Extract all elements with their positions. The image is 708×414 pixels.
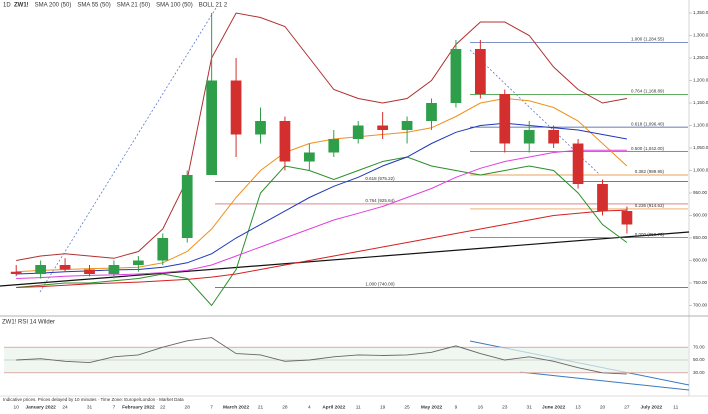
x-tick-label: April 2022 [322, 404, 345, 410]
x-tick-label: 31 [87, 404, 93, 410]
indicator-label: SMA 100 (50) [156, 3, 193, 9]
y-tick-label: 800.00 [693, 258, 707, 263]
fib-label: 0.000 (850.75) [635, 232, 665, 237]
candle-body [132, 260, 144, 265]
indicator-label: SMA 55 (50) [77, 3, 110, 9]
y-tick-label: 1,100.00 [693, 123, 708, 128]
x-tick-label: 11 [356, 404, 361, 410]
x-tick-label: 28 [282, 404, 288, 410]
candle-body [328, 139, 340, 153]
y-tick-label: 850.00 [693, 235, 707, 240]
sma-line [16, 209, 627, 288]
x-tick-label: 22 [160, 404, 166, 410]
y-tick-label: 1,000.00 [693, 168, 708, 173]
y-tick-label: 1,300.00 [693, 33, 708, 38]
fib-label: 0.764 (1,168.89) [631, 89, 665, 94]
candle-body [474, 49, 486, 94]
y-tick-label: 70.00 [693, 344, 705, 349]
candle-body [572, 143, 584, 184]
candle-body [450, 49, 462, 103]
x-tick-label: 10 [14, 404, 20, 410]
x-tick-label: 24 [62, 404, 68, 410]
interval: 1D [3, 3, 11, 9]
candle-body [401, 121, 413, 130]
fib-label: 0.618 (1,096.40) [631, 121, 665, 126]
rsi-line [16, 337, 627, 375]
candle-body [352, 125, 364, 139]
footer: Indicative prices. Prices delayed by 10 … [3, 397, 184, 402]
candle-body [303, 152, 315, 162]
y-tick-label: 1,150.00 [693, 100, 708, 105]
y-tick-label: 1,200.00 [693, 78, 708, 83]
x-tick-label: 13 [575, 404, 581, 410]
x-tick-label: 16 [478, 404, 484, 410]
x-tick-label: 27 [624, 404, 630, 410]
candle-body [597, 184, 608, 211]
rsi-trend-line [519, 371, 690, 391]
candle-body [548, 130, 560, 144]
x-tick-label: 7 [113, 404, 116, 410]
indicator-label: SMA 200 (50) [35, 3, 72, 9]
candle-body [59, 265, 71, 270]
x-tick-label: 23 [502, 404, 508, 410]
x-tick-label: January 2022 [25, 404, 56, 410]
candle-body [523, 130, 535, 144]
candle-body [10, 271, 22, 274]
x-tick-label: March 2022 [223, 404, 249, 410]
x-tick-label: 7 [210, 404, 213, 410]
indicator-label: SMA 21 (50) [117, 3, 150, 9]
candle-body [35, 265, 47, 274]
candle-body [377, 125, 389, 130]
rsi-title: ZW1! RSI 14 Wilder [2, 320, 55, 326]
x-tick-label: July 2022 [641, 404, 663, 410]
candle-body [108, 265, 120, 274]
candle-body [499, 94, 511, 144]
x-tick-label: May 2022 [421, 404, 443, 410]
fib-label: 0.236 (914.63) [635, 203, 665, 208]
bollinger-lower [16, 156, 628, 307]
y-tick-label: 1,350.00 [693, 10, 708, 15]
x-tick-label: February 2022 [122, 404, 155, 410]
candle-body [84, 269, 95, 274]
candle-body [621, 211, 633, 225]
candle-body [426, 103, 437, 121]
y-tick-label: 950.00 [693, 190, 707, 195]
x-tick-label: 11 [673, 404, 678, 410]
x-tick-label: 25 [404, 404, 410, 410]
indicator-label: BOLL 21 2 [199, 3, 228, 9]
fib-label: 0.382 (989.95) [635, 169, 665, 174]
candle-body [255, 121, 266, 135]
x-tick-label: 20 [600, 404, 606, 410]
candle-body [206, 80, 218, 175]
candle-body [230, 80, 242, 135]
y-tick-label: 1,050.00 [693, 145, 708, 150]
candle-body [279, 121, 291, 162]
x-tick-label: 31 [527, 404, 533, 410]
symbol: ZW1! [14, 3, 29, 9]
fib-label: 0.500 (1,042.00) [631, 146, 665, 151]
fib-label: 1.000 (740.00) [365, 282, 395, 287]
fib-label: 0.618 (975.22) [365, 176, 395, 181]
y-tick-label: 700.00 [693, 303, 707, 308]
candle-body [157, 238, 169, 261]
x-tick-label: June 2022 [542, 404, 566, 410]
y-tick-label: 30.00 [693, 370, 705, 375]
trend-line [0, 231, 690, 287]
sma-line [16, 149, 627, 279]
x-tick-label: 9 [455, 404, 458, 410]
y-tick-label: 750.00 [693, 280, 707, 285]
y-tick-label: 900.00 [693, 213, 707, 218]
y-tick-label: 1,250.00 [693, 55, 708, 60]
fib-label: 1.000 (1,284.55) [631, 37, 665, 42]
x-tick-label: 28 [185, 404, 191, 410]
bollinger-upper [16, 12, 627, 261]
y-tick-label: 50.00 [693, 357, 705, 362]
x-tick-label: 4 [308, 404, 311, 410]
x-tick-label: 21 [258, 404, 264, 410]
fib-label: 0.764 (925.64) [365, 198, 395, 203]
candle-body [181, 175, 193, 238]
x-tick-label: 19 [380, 404, 386, 410]
